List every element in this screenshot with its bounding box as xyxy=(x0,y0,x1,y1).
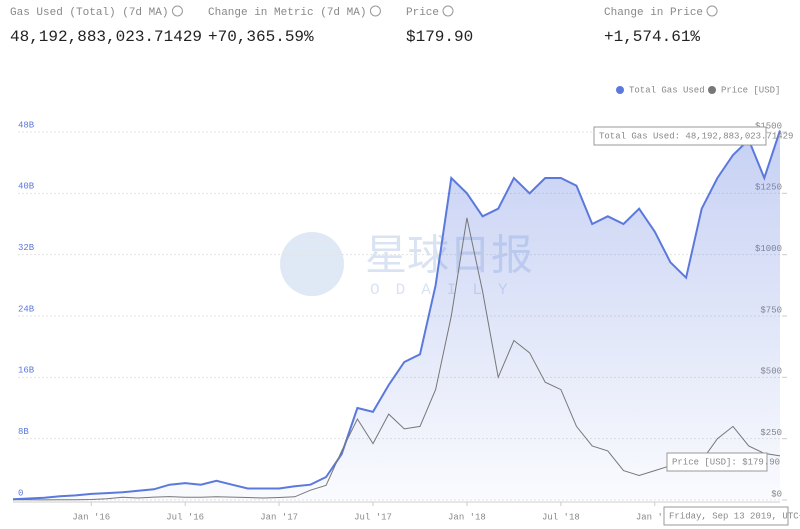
x-tick-label: Jan '19 xyxy=(636,512,674,522)
date-tooltip-box xyxy=(663,506,789,526)
y-tick-label: 8B xyxy=(18,427,29,437)
y-tick-label: 32B xyxy=(18,243,35,253)
stat-label: Price xyxy=(406,7,439,19)
series-line xyxy=(12,130,781,501)
y-tick-label: 48B xyxy=(18,120,35,130)
stat-value: $179.90 xyxy=(406,28,473,46)
y-tick-label: 16B xyxy=(18,366,35,376)
info-icon xyxy=(442,5,454,17)
x-tick-label: Jan '18 xyxy=(448,512,486,522)
series-line xyxy=(13,217,781,501)
x-tick-label: Jan '16 xyxy=(72,512,110,522)
stat-label: Change in Metric (7d MA) xyxy=(208,7,366,19)
info-icon xyxy=(171,5,183,17)
watermark-logo xyxy=(280,232,344,296)
info-icon xyxy=(706,5,718,17)
info-icon xyxy=(369,5,381,17)
legend-label: Price [USD] xyxy=(721,85,780,95)
y-tick-label: 24B xyxy=(18,304,35,314)
legend-marker xyxy=(616,86,624,94)
x-tick-label: Jul '18 xyxy=(542,512,580,522)
legend-label: Total Gas Used xyxy=(629,85,705,95)
stat-value: +70,365.59% xyxy=(208,28,314,46)
stat-label: Change in Price xyxy=(604,7,703,19)
gas-tooltip: Total Gas Used: 48,192,883,023.71429 xyxy=(599,131,793,141)
gas-tooltip-box xyxy=(593,126,767,146)
stat-value: +1,574.61% xyxy=(604,28,700,46)
legend-marker xyxy=(708,86,716,94)
date-tooltip: Friday, Sep 13 2019, UTC+00:00 xyxy=(669,511,800,521)
stat-label: Gas Used (Total) (7d MA) xyxy=(10,7,168,19)
stat-value: 48,192,883,023.71429 xyxy=(10,28,202,46)
x-tick-label: Jul '16 xyxy=(166,512,204,522)
price-tooltip-box xyxy=(666,452,768,472)
price-tooltip: Price [USD]: $179.90 xyxy=(672,457,780,467)
y2-tick-label: $1500 xyxy=(755,121,782,131)
y-tick-label: 0 xyxy=(18,488,23,498)
area xyxy=(13,130,780,500)
y-tick-label: 40B xyxy=(18,182,35,192)
x-tick-label: Jul '17 xyxy=(354,512,392,522)
x-tick-label: Jan '17 xyxy=(260,512,298,522)
